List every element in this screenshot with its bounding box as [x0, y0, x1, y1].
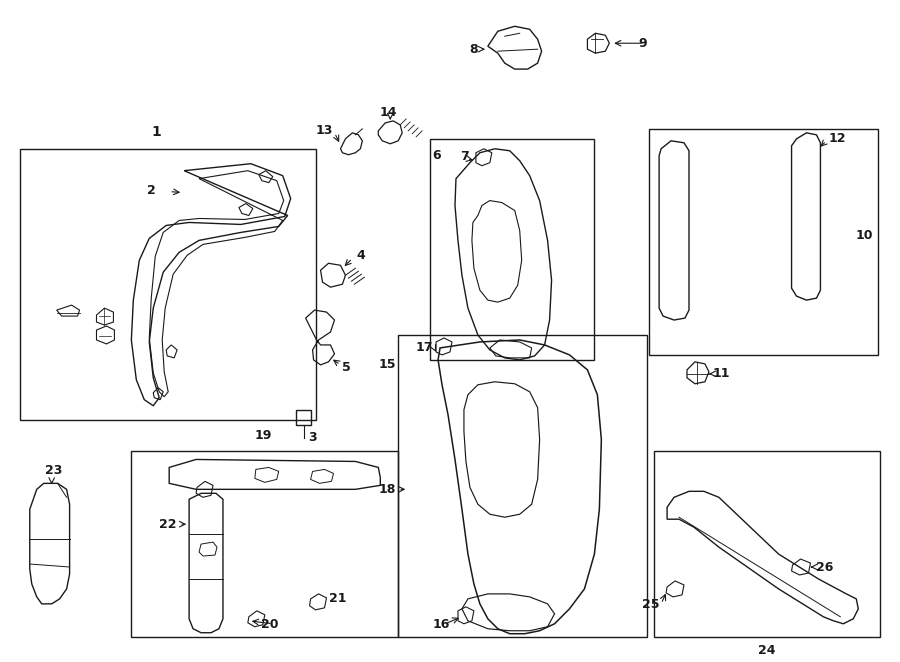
- Text: 10: 10: [856, 229, 873, 242]
- Text: 7: 7: [460, 150, 469, 164]
- Text: 15: 15: [379, 358, 396, 371]
- Text: 17: 17: [415, 342, 433, 354]
- Text: 1: 1: [151, 125, 161, 139]
- Text: 5: 5: [343, 361, 351, 374]
- Text: 13: 13: [315, 124, 332, 137]
- Text: 16: 16: [432, 618, 449, 632]
- Text: 6: 6: [432, 149, 441, 162]
- Text: 11: 11: [713, 367, 731, 381]
- Text: 19: 19: [254, 428, 272, 442]
- Text: 3: 3: [309, 431, 317, 444]
- Text: 25: 25: [642, 598, 659, 611]
- Text: 21: 21: [328, 592, 346, 605]
- Text: 18: 18: [379, 483, 396, 496]
- Text: 20: 20: [261, 618, 279, 632]
- Text: 8: 8: [469, 42, 478, 56]
- Text: 24: 24: [758, 643, 776, 657]
- Text: 14: 14: [380, 107, 397, 119]
- Text: 22: 22: [158, 518, 176, 531]
- Text: 12: 12: [828, 132, 846, 146]
- Text: 23: 23: [45, 464, 62, 477]
- Text: 26: 26: [816, 561, 833, 573]
- Text: 2: 2: [148, 184, 157, 197]
- Text: 4: 4: [356, 249, 365, 261]
- Text: 9: 9: [638, 36, 647, 50]
